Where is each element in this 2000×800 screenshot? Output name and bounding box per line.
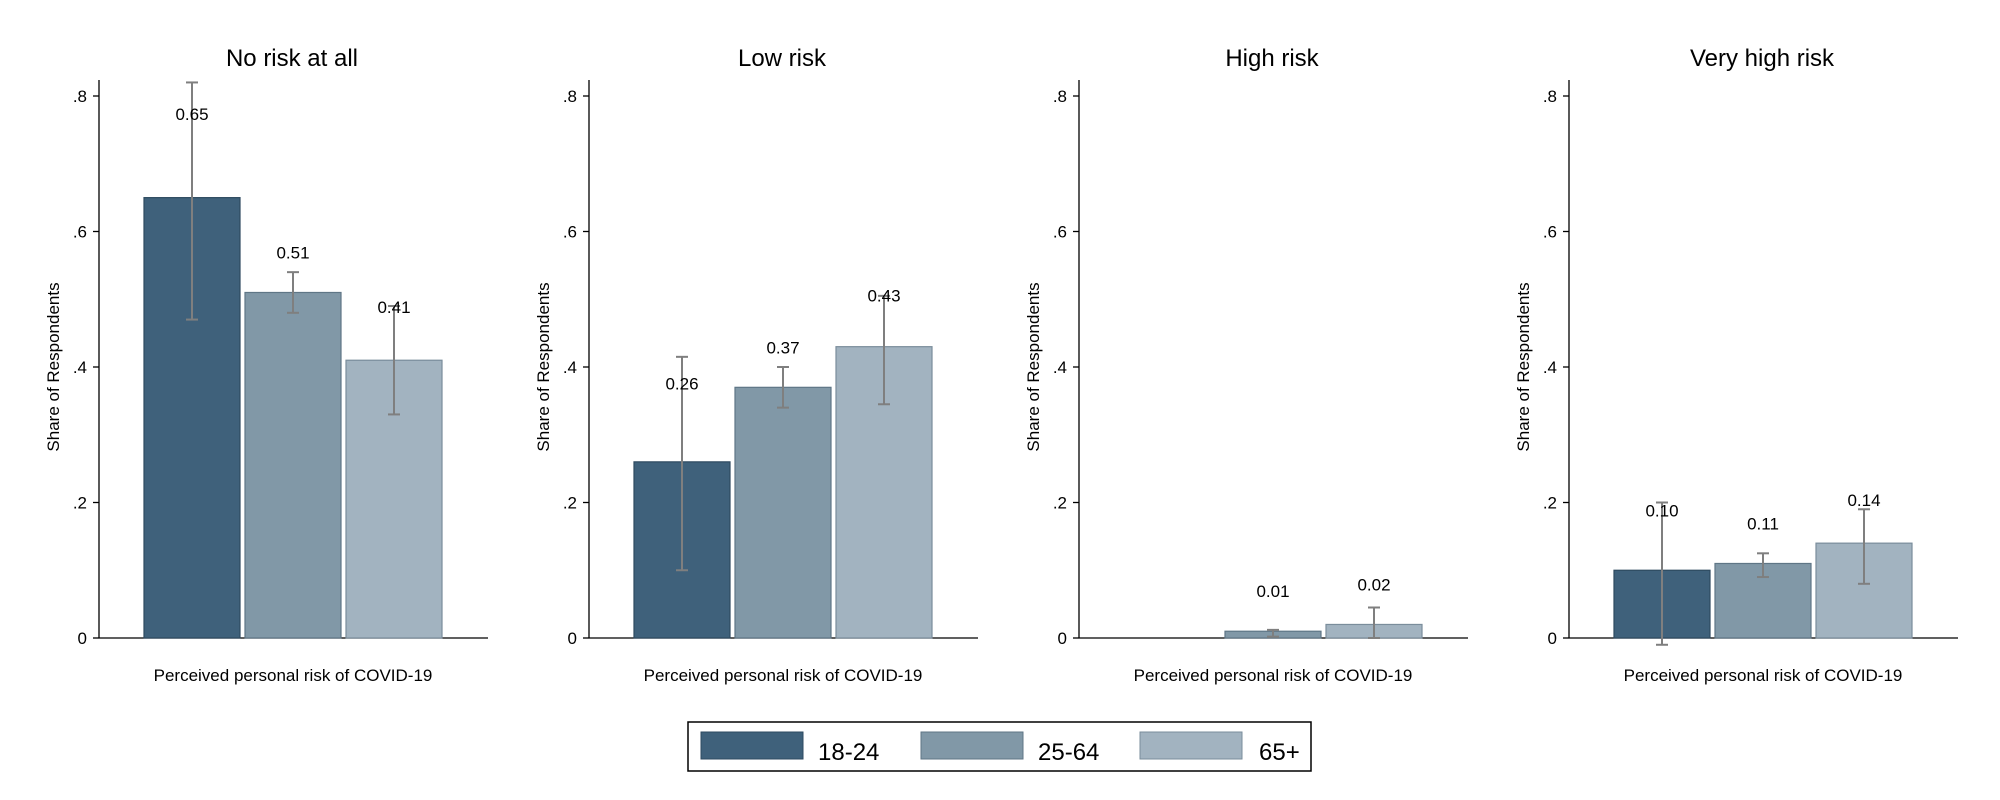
- y-axis-title: Share of Respondents: [44, 282, 63, 451]
- legend-swatch-18-24: [700, 731, 804, 760]
- x-axis-title: Perceived personal risk of COVID-19: [154, 666, 433, 685]
- chart-panel-1: No risk at all 0 .2 .4 .6 .8 Share of Responde…: [44, 45, 488, 685]
- panel-title: No risk at all: [226, 45, 358, 72]
- y-axis-title: Share of Respondents: [534, 282, 553, 451]
- legend-swatch-65plus: [1139, 731, 1243, 760]
- x-axis-title: Perceived personal risk of COVID-19: [644, 666, 923, 685]
- chart-panel-2: Low risk 0 .2 .4 .6 .8 Share of Respondents Per…: [534, 45, 978, 685]
- y-tick-label: 0: [1548, 629, 1557, 648]
- bar-value-label: 0.51: [276, 243, 309, 262]
- bar-value-label: 0.01: [1256, 582, 1289, 601]
- legend-label-18-24: 18-24: [818, 739, 879, 766]
- bar-value-label: 0.10: [1645, 501, 1678, 520]
- bar-value-label: 0.11: [1747, 514, 1779, 533]
- y-tick-label: .8: [1053, 87, 1067, 106]
- bar-value-label: 0.26: [665, 374, 698, 393]
- legend-swatch-25-64: [920, 731, 1024, 760]
- y-tick-label: .2: [563, 494, 577, 513]
- y-tick-label: .4: [73, 358, 87, 377]
- y-tick-label: .6: [1053, 223, 1067, 242]
- bar-value-label: 0.14: [1847, 491, 1880, 510]
- panel-title: Low risk: [738, 45, 827, 72]
- y-tick-label: .4: [1543, 358, 1557, 377]
- panel-title: Very high risk: [1690, 45, 1835, 72]
- legend: 18-24 25-64 65+: [687, 721, 1312, 772]
- y-tick-label: 0: [568, 629, 577, 648]
- y-tick-label: .8: [73, 87, 87, 106]
- bar-value-label: 0.65: [175, 105, 208, 124]
- panel-title: High risk: [1225, 45, 1319, 72]
- chart-panel-3: High risk 0 .2 .4 .6 .8 Share of Respondents Pe…: [1024, 45, 1468, 685]
- y-axis-title: Share of Respondents: [1514, 282, 1533, 451]
- chart-panels: No risk at all 0 .2 .4 .6 .8 Share of Responde…: [44, 45, 1958, 685]
- y-tick-label: .4: [563, 358, 577, 377]
- legend-label-25-64: 25-64: [1038, 739, 1099, 766]
- y-tick-label: .2: [1543, 494, 1557, 513]
- y-tick-label: .6: [1543, 223, 1557, 242]
- y-tick-label: 0: [1058, 629, 1067, 648]
- y-tick-label: .6: [563, 223, 577, 242]
- bar-25-64: [244, 291, 342, 639]
- y-tick-label: .2: [1053, 494, 1067, 513]
- y-tick-label: .4: [1053, 358, 1067, 377]
- y-tick-label: .2: [73, 494, 87, 513]
- x-axis-title: Perceived personal risk of COVID-19: [1134, 666, 1413, 685]
- chart-panel-4: Very high risk 0 .2 .4 .6 .8 Share of Responde…: [1514, 45, 1958, 685]
- bar-25-64: [734, 386, 832, 639]
- bar-value-label: 0.41: [377, 298, 410, 317]
- y-tick-label: 0: [78, 629, 87, 648]
- bar-value-label: 0.02: [1357, 575, 1390, 594]
- y-tick-label: .8: [563, 87, 577, 106]
- x-axis-title: Perceived personal risk of COVID-19: [1624, 666, 1903, 685]
- y-tick-label: .8: [1543, 87, 1557, 106]
- y-tick-label: .6: [73, 223, 87, 242]
- bar-value-label: 0.37: [766, 338, 799, 357]
- y-axis-title: Share of Respondents: [1024, 282, 1043, 451]
- legend-label-65plus: 65+: [1259, 739, 1300, 766]
- bar-value-label: 0.43: [867, 286, 900, 305]
